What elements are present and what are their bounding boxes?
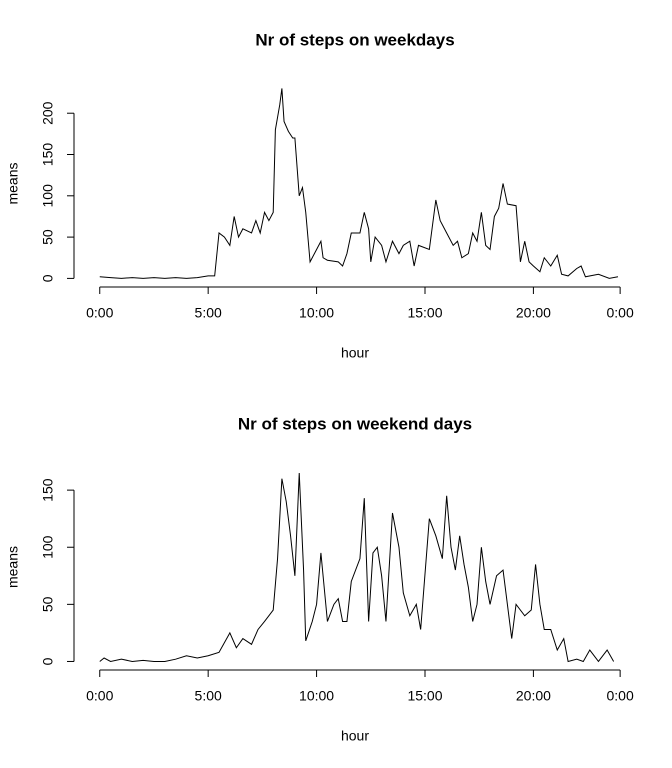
data-line: [99, 88, 619, 279]
y-axis-label: means: [5, 162, 21, 204]
y-tick-label: 50: [40, 229, 56, 245]
chart-title: Nr of steps on weekdays: [255, 30, 454, 49]
x-tick-label: 5:00: [195, 688, 222, 704]
x-tick-label: 10:00: [299, 305, 334, 321]
x-tick-label: 20:00: [516, 305, 551, 321]
x-tick-label: 0:00: [86, 305, 113, 321]
y-tick-label: 150: [40, 478, 56, 502]
x-tick-label: 15:00: [407, 305, 442, 321]
data-line: [99, 472, 615, 663]
x-tick-label: 0:00: [607, 305, 634, 321]
x-axis-label: hour: [341, 345, 369, 361]
y-tick-label: 100: [40, 535, 56, 559]
y-tick-label: 0: [40, 274, 56, 282]
x-tick-label: 20:00: [516, 688, 551, 704]
y-tick-label: 150: [40, 143, 56, 167]
y-axis-label: means: [5, 546, 21, 588]
x-tick-label: 15:00: [407, 688, 442, 704]
y-tick-label: 100: [40, 184, 56, 208]
x-tick-label: 0:00: [86, 688, 113, 704]
x-tick-label: 5:00: [195, 305, 222, 321]
x-tick-label: 10:00: [299, 688, 334, 704]
x-tick-label: 0:00: [607, 688, 634, 704]
chart-title: Nr of steps on weekend days: [238, 414, 472, 433]
y-tick-label: 50: [40, 596, 56, 612]
x-axis-label: hour: [341, 728, 369, 744]
y-tick-label: 200: [40, 101, 56, 125]
y-tick-label: 0: [40, 657, 56, 665]
